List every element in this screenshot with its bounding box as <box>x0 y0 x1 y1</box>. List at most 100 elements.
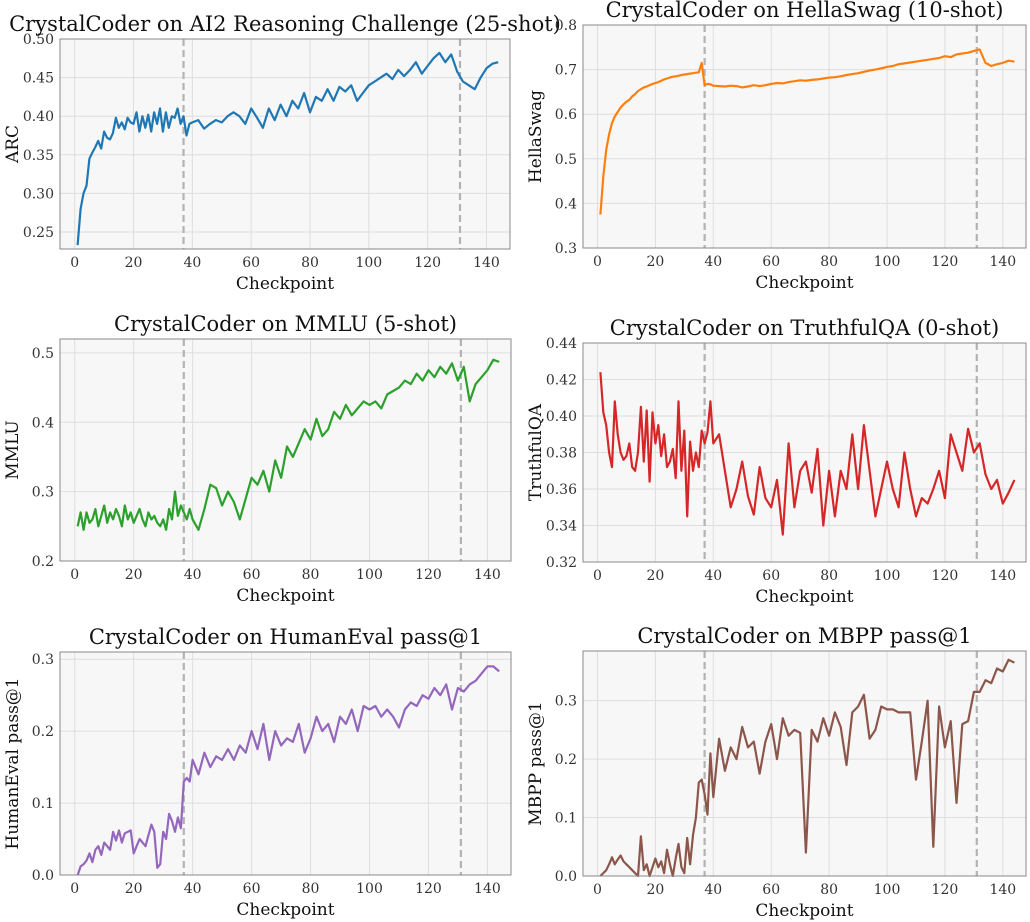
series-line-mmlu <box>76 358 500 531</box>
x-tick-label: 20 <box>125 567 143 583</box>
x-tick-label: 60 <box>243 881 261 897</box>
y-tick-label: 0.0 <box>555 869 577 885</box>
x-tick-label: 140 <box>989 568 1016 584</box>
chart-panel-mbpp: 0 20 40 60 80 100 120 140 0.0 0.1 0.2 0.3 CrystalCod… <box>526 624 1027 921</box>
x-tick-label: 0 <box>593 882 602 898</box>
y-axis-label: TruthfulQA <box>526 403 546 501</box>
x-tick-label: 0 <box>593 568 602 584</box>
plot-frame <box>59 338 512 562</box>
chart-panel-truthfulqa: 0 20 40 60 80 100 120 140 0.32 0.34 0.36 0.38 0.40 0.… <box>526 316 1027 607</box>
x-tick-label: 140 <box>989 254 1016 270</box>
x-axis-label: Checkpoint <box>236 274 334 294</box>
chart-title: CrystalCoder on TruthfulQA (0-shot) <box>610 316 999 340</box>
y-tick-label: 0.40 <box>23 109 54 125</box>
plot-frame <box>582 342 1027 563</box>
x-axis-label: Checkpoint <box>755 273 853 293</box>
x-tick-label: 100 <box>874 568 901 584</box>
x-tick-label: 80 <box>820 254 838 270</box>
y-tick-label: 0.5 <box>32 346 54 362</box>
x-tick-label: 60 <box>762 568 780 584</box>
plot-frame <box>582 24 1027 249</box>
series-line-humaneval <box>76 665 500 876</box>
plot-area <box>60 652 511 875</box>
y-tick-label: 0.30 <box>23 186 54 202</box>
y-tick-label: 0.8 <box>555 18 577 34</box>
x-axis-label: Checkpoint <box>755 901 853 921</box>
x-tick-label: 140 <box>473 255 500 271</box>
x-tick-label: 0 <box>70 255 79 271</box>
y-tick-label: 0.2 <box>32 724 54 740</box>
x-axis-label: Checkpoint <box>236 900 334 920</box>
x-tick-label: 120 <box>932 254 959 270</box>
x-tick-label: 20 <box>646 254 664 270</box>
y-tick-label: 0.2 <box>555 752 577 768</box>
x-tick-label: 60 <box>243 567 261 583</box>
x-tick-label: 20 <box>646 882 664 898</box>
x-tick-label: 100 <box>356 567 383 583</box>
x-tick-label: 80 <box>301 255 319 271</box>
y-tick-label: 0.4 <box>32 415 54 431</box>
plot-frame <box>59 651 512 876</box>
y-tick-label: 0.3 <box>555 694 577 710</box>
plot-frame <box>582 650 1027 877</box>
y-axis-label: ARC <box>3 125 23 164</box>
y-axis-label: HellaSwag <box>526 90 546 183</box>
y-tick-label: 0.3 <box>32 652 54 668</box>
y-tick-label: 0.35 <box>23 148 54 164</box>
x-tick-label: 80 <box>820 568 838 584</box>
y-tick-label: 0.50 <box>23 32 54 48</box>
x-tick-label: 80 <box>302 567 320 583</box>
y-tick-label: 0.1 <box>555 811 577 827</box>
y-axis-label: MBPP pass@1 <box>526 701 546 825</box>
x-axis-label: Checkpoint <box>236 586 334 606</box>
series-line-hellaswag <box>599 48 1015 215</box>
y-tick-label: 0.36 <box>546 482 577 498</box>
y-tick-label: 0.3 <box>555 241 577 257</box>
x-tick-label: 40 <box>704 568 722 584</box>
x-tick-label: 120 <box>415 881 442 897</box>
y-tick-label: 0.45 <box>23 71 54 87</box>
x-tick-label: 20 <box>125 881 143 897</box>
chart-title: CrystalCoder on HellaSwag (10-shot) <box>606 0 1004 22</box>
chart-title: CrystalCoder on AI2 Reasoning Challenge … <box>9 12 561 36</box>
chart-panel-mmlu: 0 20 40 60 80 100 120 140 0.2 0.3 0.4 0.5 CrystalCod… <box>3 312 512 606</box>
chart-title: CrystalCoder on HumanEval pass@1 <box>89 625 482 649</box>
series-line-mbpp <box>599 658 1015 878</box>
y-tick-label: 0.38 <box>546 446 577 462</box>
y-tick-label: 0.34 <box>546 519 577 535</box>
plot-frame <box>59 38 511 250</box>
x-tick-label: 120 <box>414 255 441 271</box>
y-tick-label: 0.2 <box>32 554 54 570</box>
chart-title: CrystalCoder on MBPP pass@1 <box>637 624 971 648</box>
y-tick-label: 0.40 <box>546 409 577 425</box>
y-tick-label: 0.6 <box>555 107 577 123</box>
chart-panel-arc: 0 20 40 60 80 100 120 140 0.25 0.30 0.35 0.40 0.45 0.… <box>3 12 561 294</box>
y-tick-label: 0.44 <box>546 336 577 352</box>
y-axis-label: MMLU <box>3 420 23 480</box>
chart-panel-humaneval: 0 20 40 60 80 100 120 140 0.0 0.1 0.2 0.3 CrystalCod… <box>3 625 512 920</box>
x-tick-label: 120 <box>932 882 959 898</box>
x-tick-label: 40 <box>704 882 722 898</box>
chart-panel-hellaswag: 0 20 40 60 80 100 120 140 0.3 0.4 0.5 0.6 0.7 0.8 Crys… <box>526 0 1027 293</box>
x-axis-label: Checkpoint <box>755 587 853 607</box>
y-tick-label: 0.42 <box>546 373 577 389</box>
x-tick-label: 140 <box>474 881 501 897</box>
y-tick-label: 0.1 <box>32 796 54 812</box>
x-tick-label: 80 <box>302 881 320 897</box>
x-tick-label: 120 <box>932 568 959 584</box>
x-tick-label: 40 <box>184 567 202 583</box>
x-tick-label: 0 <box>70 567 79 583</box>
x-tick-label: 120 <box>415 567 442 583</box>
y-tick-label: 0.4 <box>555 196 577 212</box>
x-tick-label: 140 <box>474 567 501 583</box>
y-axis-label: HumanEval pass@1 <box>3 677 23 849</box>
x-tick-label: 20 <box>125 255 143 271</box>
x-tick-label: 140 <box>989 882 1016 898</box>
x-tick-label: 40 <box>704 254 722 270</box>
series-line-arc <box>76 51 499 246</box>
x-tick-label: 0 <box>70 881 79 897</box>
x-tick-label: 20 <box>646 568 664 584</box>
x-tick-label: 60 <box>762 882 780 898</box>
x-tick-label: 60 <box>762 254 780 270</box>
